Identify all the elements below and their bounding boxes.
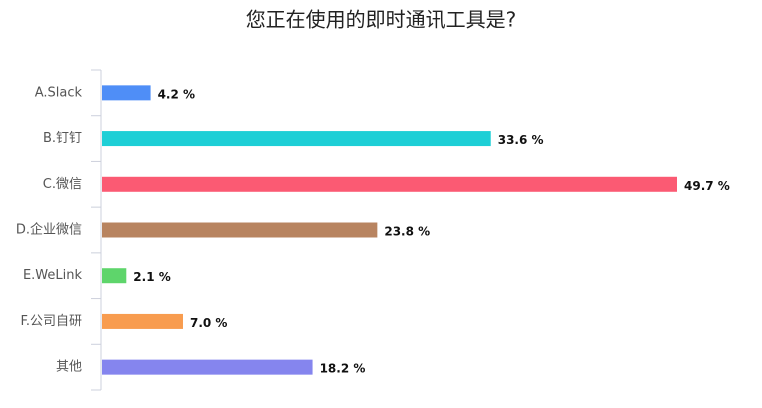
y-tick-label: D.企业微信 [16,222,82,238]
chart-title: 您正在使用的即时通讯工具是? [246,8,517,32]
y-tick-label: F.公司自研 [20,314,82,329]
value-label: 18.2 % [320,362,366,376]
value-label: 2.1 % [133,270,170,284]
bar [102,85,151,101]
bar [102,359,313,375]
value-label: 49.7 % [684,179,730,193]
value-label: 7.0 % [190,316,227,330]
bar [102,268,127,284]
y-tick-label: A.Slack [35,85,83,100]
bar [102,131,491,147]
bar [102,313,183,329]
value-label: 23.8 % [384,225,430,239]
y-tick-label: C.微信 [43,177,82,192]
value-label: 33.6 % [498,133,544,147]
bar [102,222,378,238]
y-tick-label: E.WeLink [23,268,83,283]
y-tick-label: 其他 [56,360,82,375]
value-label: 4.2 % [158,87,195,101]
y-tick-label: B.钉钉 [43,131,82,146]
bar [102,176,677,192]
